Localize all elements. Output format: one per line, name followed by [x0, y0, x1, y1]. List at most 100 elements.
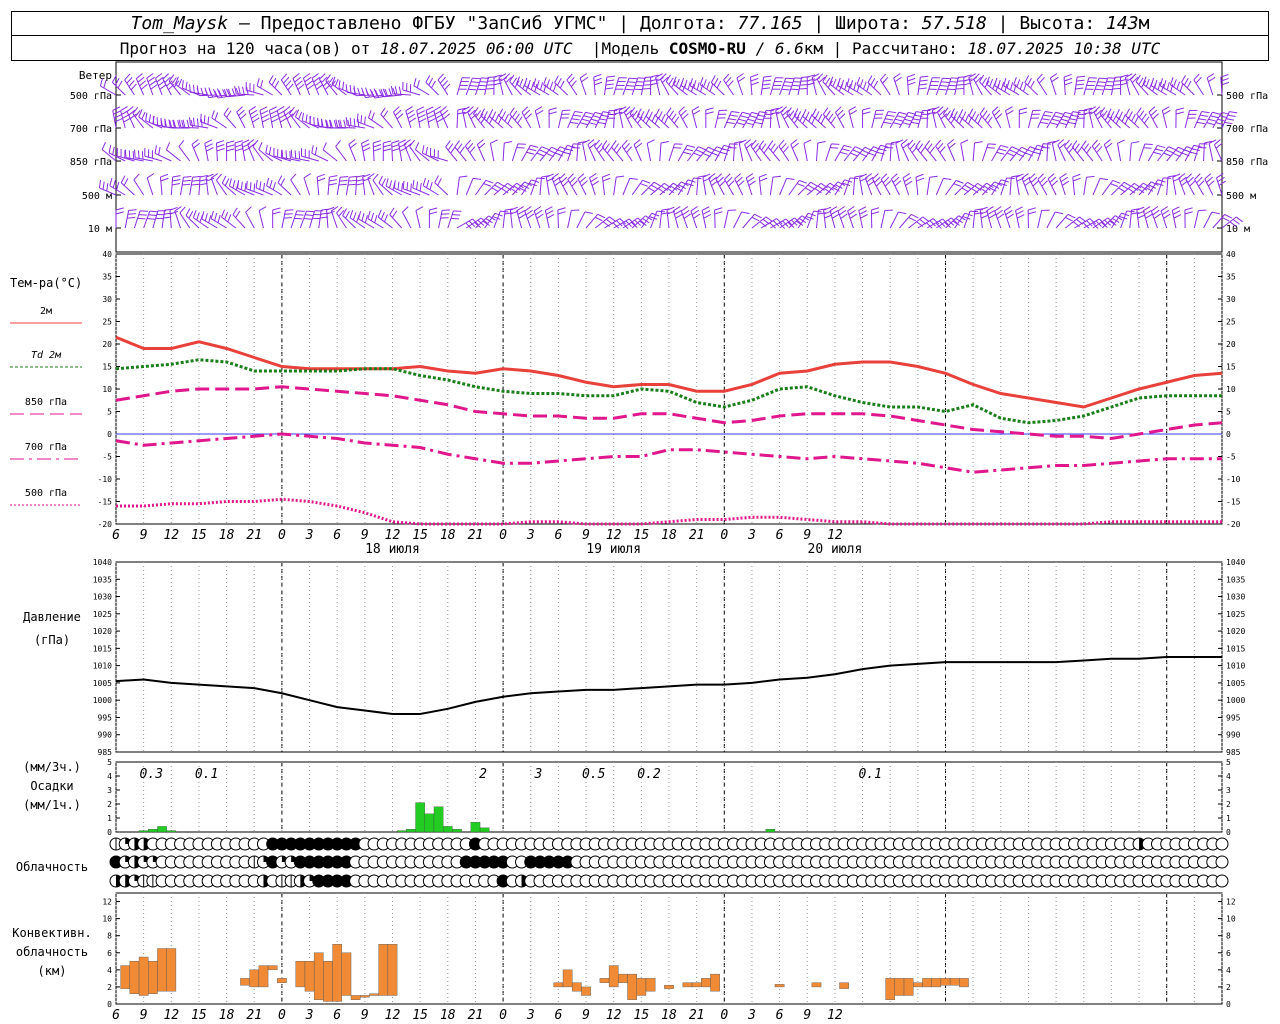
wind-barb-shaft [473, 113, 486, 129]
wind-barb-flag [776, 110, 784, 115]
wind-barb-flag [780, 142, 787, 150]
wind-barb-shaft [502, 143, 505, 162]
wind-barb-shaft [806, 182, 822, 196]
wind-barb-flag [536, 80, 540, 89]
wind-barb-flag [683, 213, 691, 219]
wind-barb-shaft [681, 85, 697, 96]
wind-barb-flag [955, 87, 964, 90]
wind-barb-flag [1208, 139, 1217, 144]
wind-barb-flag [509, 107, 515, 115]
wind-barb-flag [164, 76, 171, 83]
wind-barb-shaft [245, 211, 255, 229]
wind-barb-flag [687, 81, 691, 90]
wind-barb-flag [305, 214, 314, 216]
wind-barb-shaft [622, 217, 639, 229]
wind-barb-shaft [259, 110, 264, 129]
wind-barb-shaft [539, 177, 542, 196]
wind-barb-shaft [557, 145, 568, 162]
wind-barb-flag [311, 145, 314, 154]
wind-barb-shaft [349, 217, 366, 229]
wind-barb-flag [444, 83, 451, 91]
date-label: 18 июля [365, 542, 420, 557]
wind-barb-flag [294, 76, 302, 83]
wind-barb [822, 107, 836, 129]
wind-barb-flag [525, 209, 533, 216]
wind-barb-flag [742, 111, 751, 115]
wind-barb-flag [347, 183, 357, 186]
wind-barb-flag [888, 111, 897, 114]
wind-barb-flag [1145, 187, 1154, 192]
wind-barb-flag [818, 76, 826, 84]
wind-barb-flag [1173, 79, 1177, 88]
wind-barb [582, 139, 591, 162]
wind-barb-flag [634, 113, 641, 121]
wind-barb-flag [470, 81, 480, 83]
wind-barb [378, 175, 393, 196]
wind-barb-flag [1196, 121, 1205, 125]
wind-barb-shaft [311, 78, 320, 96]
wind-barb-flag [763, 146, 770, 154]
wind-barb [154, 145, 172, 162]
wind-barb-flag [829, 206, 838, 212]
wind-barb-flag [139, 80, 147, 87]
wind-barb-shaft [174, 210, 181, 229]
wind-barb-shaft [623, 111, 633, 129]
wind-barb-flag [754, 213, 762, 219]
wind-barb-flag [950, 108, 955, 116]
wind-barb-flag [148, 214, 157, 216]
wind-barb-flag [338, 80, 341, 89]
wind-barb-shaft [1216, 177, 1223, 196]
wind-barb-flag [1128, 111, 1133, 119]
wind-barb-flag [329, 179, 338, 182]
wind-barb-flag [750, 73, 759, 78]
wind-barb-flag [362, 147, 371, 152]
pressure-ytick-label-right: 1000 [1226, 696, 1245, 705]
wind-barb-flag [415, 181, 419, 190]
wind-barb-flag [280, 73, 288, 81]
wind-barb [174, 206, 182, 229]
wind-barb [174, 76, 191, 96]
forecast-label: Прогноз на 120 часа(ов) от [119, 38, 371, 58]
wind-barb-flag [830, 116, 836, 124]
wind-barb [1015, 206, 1025, 229]
wind-barb [917, 110, 931, 129]
wind-barb-shaft [290, 210, 298, 229]
wind-barb-flag [146, 73, 154, 79]
wind-barb-flag [983, 185, 991, 191]
wind-barb-flag [365, 89, 370, 98]
wind-barb [1036, 73, 1048, 96]
wind-barb-flag [953, 183, 962, 187]
wind-barb-shaft [166, 149, 181, 162]
wind-barb-shaft [1092, 217, 1109, 229]
wind-barb-flag [174, 76, 179, 85]
wind-barb-flag [546, 177, 555, 182]
wind-barb [702, 173, 712, 196]
wind-barb-flag [255, 179, 258, 189]
wind-barb-flag [642, 218, 650, 224]
wind-barb-flag [643, 84, 652, 86]
wind-barb-flag [108, 145, 112, 154]
wind-barb-flag [673, 206, 681, 212]
wind-barb-flag [389, 180, 393, 189]
wind-barb-flag [728, 180, 735, 187]
wind-barb-shaft [1161, 110, 1168, 129]
wind-barb [503, 73, 513, 96]
wind-barb-flag [974, 185, 982, 191]
wind-barb-flag [958, 108, 964, 117]
wind-barb-flag [970, 210, 979, 213]
wind-barb-flag [837, 77, 841, 86]
wind-barb-shaft [1074, 218, 1091, 229]
wind-barb-flag [238, 109, 245, 116]
wind-barb [655, 73, 664, 96]
wind-barb-flag [1079, 216, 1087, 223]
wind-barb [1000, 146, 1020, 162]
wind-barb-flag [1148, 106, 1156, 113]
wind-barb-shaft [862, 146, 874, 162]
wind-barb-shaft [1117, 143, 1122, 162]
wind-barb-flag [331, 76, 336, 85]
wind-barb-flag [1069, 118, 1078, 121]
wind-barb-shaft [154, 152, 172, 162]
temp-ytick-label-right: 0 [1226, 430, 1231, 439]
wind-barb-flag [598, 146, 605, 153]
temp-series-line [115, 335, 1223, 409]
